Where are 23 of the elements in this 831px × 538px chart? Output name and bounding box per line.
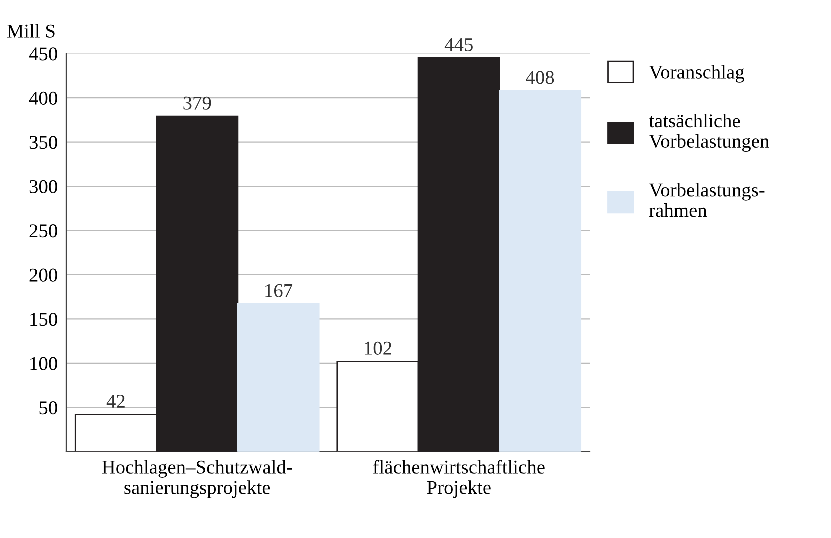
legend-label: Voranschlag bbox=[649, 65, 744, 83]
y-tick-label: 50 bbox=[40, 402, 58, 415]
y-tick-label: 150 bbox=[30, 313, 58, 326]
y-tick-label: 100 bbox=[30, 357, 58, 370]
data-label: 167 bbox=[266, 284, 293, 298]
data-label: 42 bbox=[106, 394, 125, 408]
bar bbox=[237, 303, 320, 452]
x-tick-label: Hochlagen–Schutzwald- sanierungsprojekte bbox=[102, 460, 292, 498]
y-tick-label: 350 bbox=[30, 136, 58, 150]
data-label: 408 bbox=[526, 71, 554, 84]
y-tick-label: 450 bbox=[29, 48, 58, 61]
legend-label: tatsächliche Vorbelastungen bbox=[649, 114, 770, 152]
y-axis-title: Mill S bbox=[7, 24, 55, 38]
data-label: 445 bbox=[444, 38, 473, 52]
legend-label: Vorbelastungs- rahmen bbox=[649, 183, 765, 218]
y-tick-label: 300 bbox=[30, 180, 58, 194]
x-tick-label: flächenwirtschaftliche Projekte bbox=[373, 460, 545, 498]
y-tick-label: 400 bbox=[29, 92, 58, 105]
data-label: 379 bbox=[184, 96, 212, 110]
bar bbox=[499, 90, 582, 452]
y-tick-label: 250 bbox=[30, 224, 58, 238]
y-tick-label: 200 bbox=[30, 268, 58, 282]
data-label: 102 bbox=[365, 342, 392, 355]
